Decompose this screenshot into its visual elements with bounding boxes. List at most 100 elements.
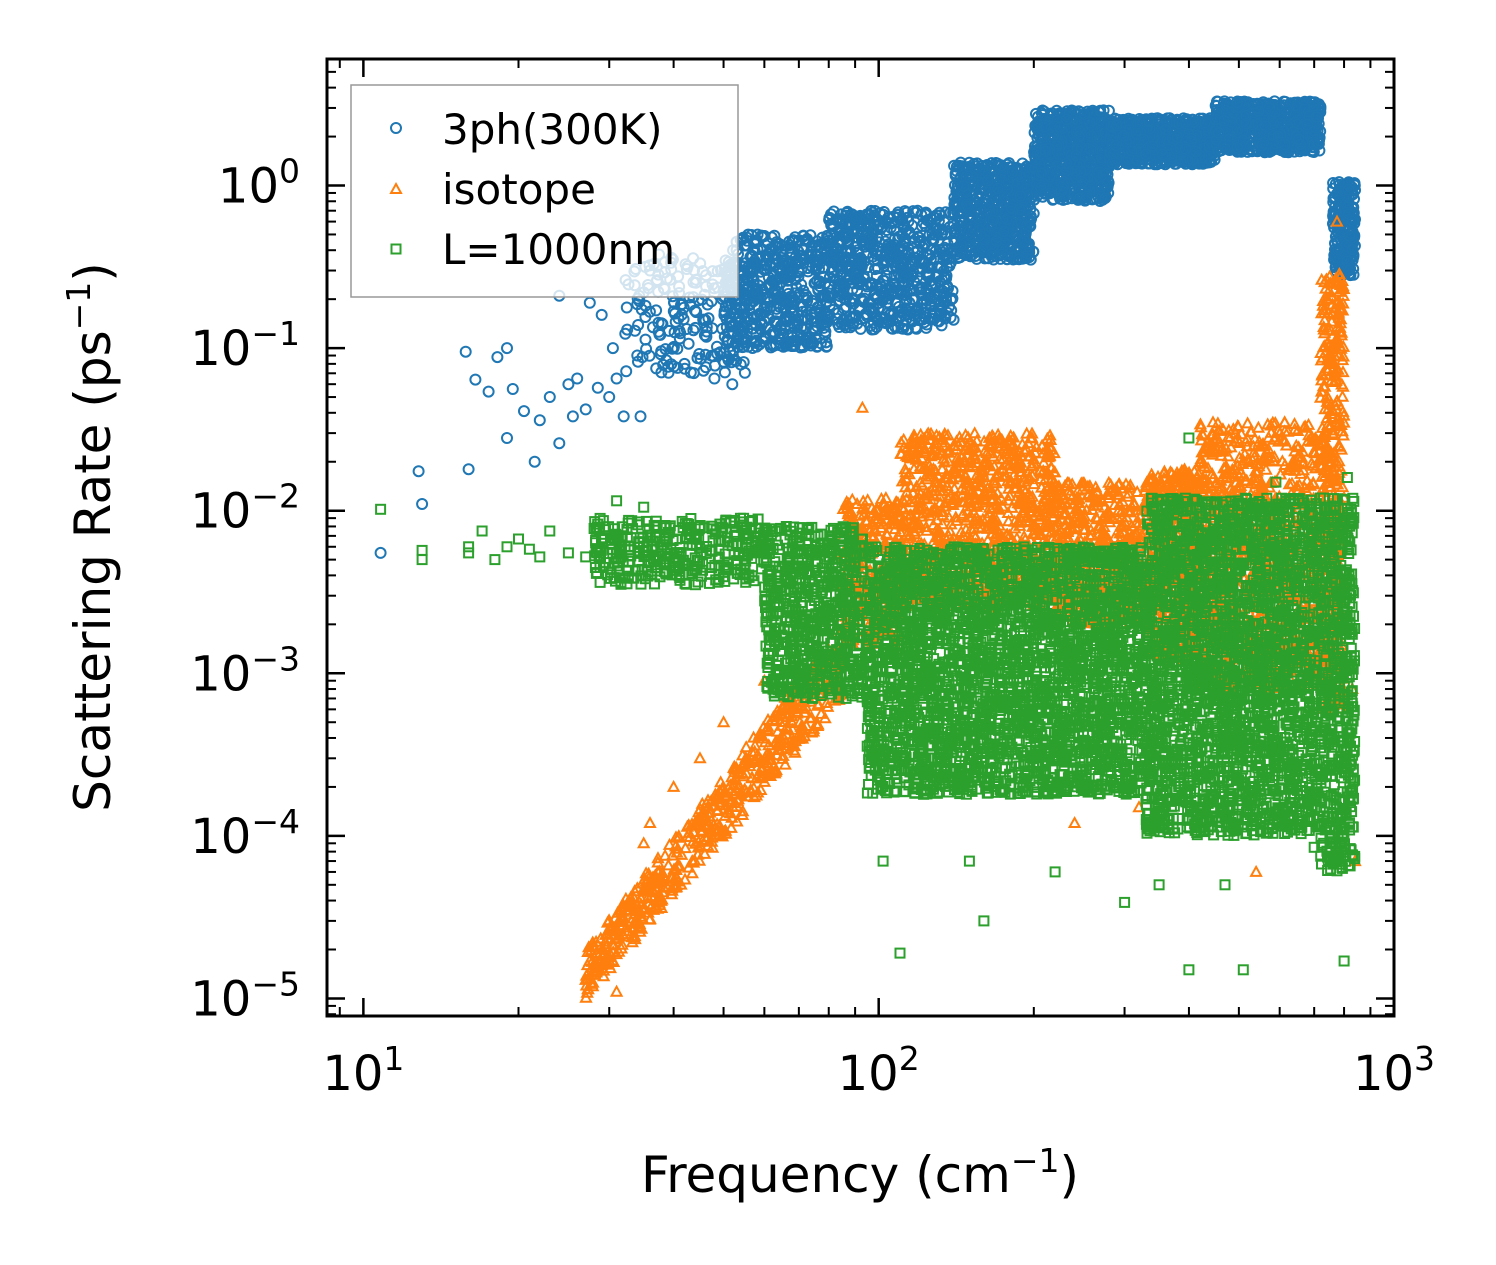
- data-point-circle: [858, 292, 871, 305]
- data-point-circle: [795, 300, 808, 313]
- data-point-circle: [785, 267, 798, 279]
- data-point-circle: [770, 279, 783, 292]
- data-point-circle: [676, 298, 689, 311]
- data-point-circle: [889, 232, 901, 245]
- data-point-circle: [833, 321, 846, 333]
- data-point-circle: [706, 322, 719, 335]
- data-point-circle: [807, 297, 819, 310]
- data-point-circle: [811, 274, 824, 287]
- data-point-circle: [789, 310, 801, 323]
- data-point-circle: [937, 285, 949, 298]
- data-point-circle: [840, 269, 853, 282]
- data-point-circle: [916, 257, 929, 270]
- data-point-circle: [718, 356, 731, 369]
- data-point-circle: [636, 351, 649, 364]
- data-point-circle: [783, 239, 796, 252]
- data-point-circle: [828, 275, 841, 288]
- data-point-circle: [868, 323, 881, 336]
- data-point-circle: [941, 306, 954, 319]
- data-point-circle: [773, 300, 785, 313]
- data-point-circle: [881, 296, 894, 309]
- data-point-circle: [930, 287, 943, 299]
- data-point-circle: [851, 265, 864, 278]
- data-point-circle: [939, 291, 952, 304]
- data-point-circle: [754, 315, 767, 328]
- data-point-circle: [919, 220, 932, 233]
- data-point-circle: [895, 322, 908, 335]
- data-point-circle: [689, 321, 702, 334]
- data-point-circle: [659, 343, 672, 356]
- data-point-circle: [826, 249, 839, 262]
- data-point-circle: [931, 260, 944, 273]
- data-point-circle: [864, 319, 877, 332]
- data-point-circle: [832, 307, 845, 320]
- data-point-circle: [678, 362, 691, 375]
- data-point-circle: [860, 208, 873, 221]
- data-point-circle: [737, 356, 750, 369]
- data-point-circle: [945, 293, 958, 306]
- data-point-circle: [711, 347, 724, 360]
- data-point-circle: [823, 299, 836, 312]
- data-point-circle: [632, 319, 645, 331]
- data-point-circle: [886, 262, 899, 275]
- data-point-circle: [906, 293, 919, 306]
- data-point-circle: [677, 313, 690, 326]
- data-point-circle: [740, 310, 753, 323]
- data-point-circle: [878, 206, 890, 218]
- data-point-circle: [760, 259, 772, 272]
- data-layer: [374, 95, 1362, 1003]
- data-point-circle: [740, 273, 753, 285]
- data-point-circle: [825, 244, 838, 257]
- data-point-circle: [684, 366, 697, 379]
- data-point-circle: [919, 311, 932, 324]
- data-point-circle: [764, 278, 777, 291]
- data-point-circle: [758, 230, 771, 242]
- data-point-circle: [803, 250, 816, 263]
- data-point-circle: [848, 214, 861, 227]
- data-point-circle: [744, 297, 757, 310]
- data-point-circle: [930, 225, 943, 238]
- data-point-circle: [897, 286, 910, 299]
- data-point-circle: [933, 209, 946, 222]
- data-point-circle: [796, 252, 809, 264]
- data-point-circle: [741, 271, 754, 284]
- data-point-circle: [854, 322, 867, 335]
- data-point-circle: [620, 365, 633, 378]
- data-point-circle: [786, 307, 798, 320]
- data-point-circle: [768, 268, 781, 281]
- data-point-circle: [852, 271, 865, 284]
- data-point-circle: [741, 239, 754, 252]
- data-point-circle: [853, 257, 866, 270]
- data-point-circle: [801, 235, 814, 247]
- data-point-circle: [935, 319, 948, 332]
- data-point-circle: [795, 278, 808, 291]
- data-point-circle: [711, 340, 723, 353]
- data-point-circle: [699, 314, 712, 327]
- data-point-circle: [811, 340, 823, 353]
- data-point-circle: [748, 317, 761, 330]
- data-point-circle: [877, 312, 890, 325]
- data-point-circle: [739, 257, 752, 269]
- data-point-circle: [778, 315, 791, 327]
- data-point-circle: [643, 349, 656, 362]
- data-point-circle: [896, 243, 909, 256]
- data-point-circle: [767, 339, 780, 352]
- data-point-circle: [885, 289, 898, 302]
- data-point-circle: [828, 270, 841, 283]
- data-point-circle: [874, 285, 887, 298]
- data-point-circle: [888, 224, 901, 237]
- data-point-circle: [769, 327, 782, 340]
- data-point-circle: [650, 304, 663, 317]
- data-point-circle: [921, 270, 934, 282]
- data-point-circle: [919, 237, 932, 250]
- data-point-circle: [932, 215, 945, 227]
- data-point-circle: [920, 208, 933, 221]
- data-point-circle: [813, 304, 826, 317]
- data-point-circle: [856, 236, 869, 249]
- data-point-circle: [867, 250, 880, 263]
- data-point-circle: [869, 248, 882, 260]
- data-point-circle: [893, 300, 905, 313]
- data-point-circle: [823, 211, 836, 224]
- data-point-circle: [891, 321, 904, 334]
- data-point-circle: [864, 302, 877, 315]
